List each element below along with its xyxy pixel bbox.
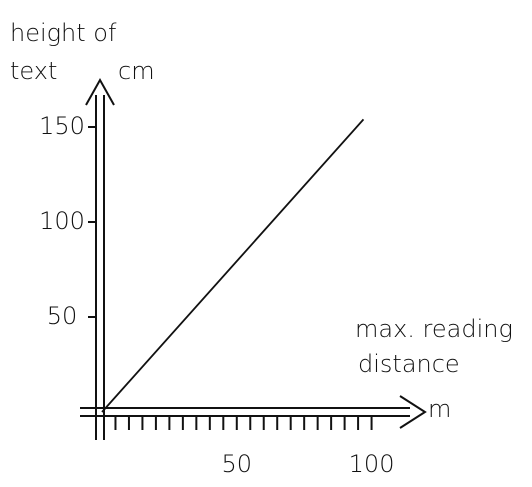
y-axis-label: text xyxy=(10,57,57,85)
x-tick-label: 100 xyxy=(349,450,395,478)
x-axis-label: distance xyxy=(358,350,460,378)
x-axis-arrow xyxy=(80,395,427,429)
x-axis-label: max. reading xyxy=(355,315,513,343)
y-axis-arrow xyxy=(85,77,115,440)
x-axis xyxy=(80,395,427,429)
y-tick-label: 100 xyxy=(39,207,85,235)
y-axis-unit: cm xyxy=(118,57,155,85)
y-axis-label: height of xyxy=(10,19,117,47)
y-axis xyxy=(85,77,115,440)
x-tick-label: 50 xyxy=(222,450,253,478)
x-axis-unit: m xyxy=(428,395,451,423)
data-line xyxy=(101,118,365,413)
y-tick-label: 150 xyxy=(39,112,85,140)
y-tick-label: 50 xyxy=(47,302,78,330)
